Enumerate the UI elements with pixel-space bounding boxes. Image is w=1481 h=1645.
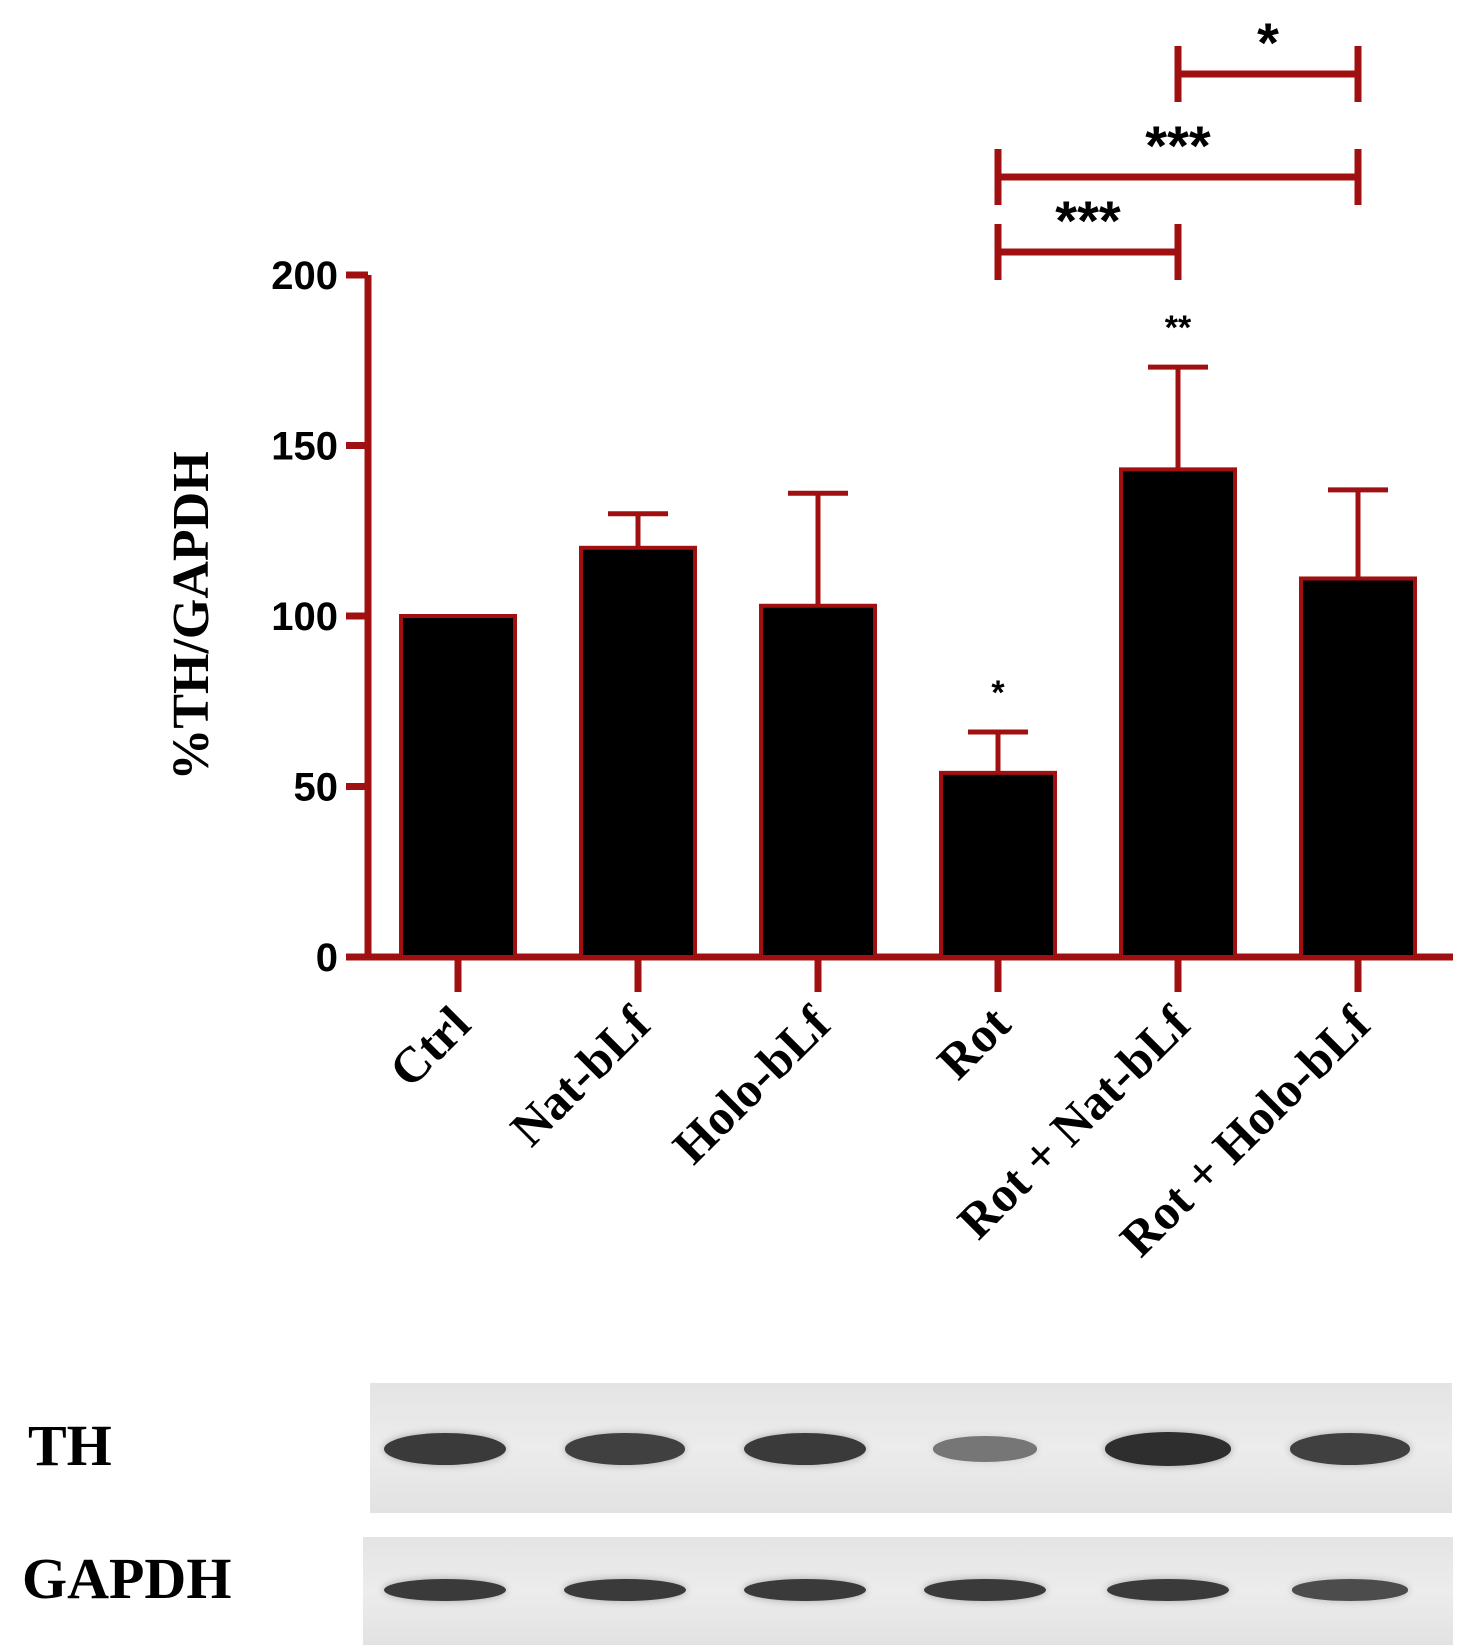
y-axis-label: %TH/GAPDH bbox=[163, 451, 220, 780]
blot-band-th bbox=[1289, 1433, 1411, 1465]
blot-band-gapdh bbox=[563, 1578, 687, 1602]
x-tick-label: Nat-bLf bbox=[499, 994, 661, 1156]
bar bbox=[399, 614, 517, 959]
bar bbox=[1119, 467, 1237, 959]
blot-label-th: TH bbox=[28, 1413, 112, 1478]
blot-panel-gapdh bbox=[363, 1537, 1453, 1645]
blot-label-gapdh: GAPDH bbox=[22, 1546, 232, 1611]
comparison-label: *** bbox=[1055, 189, 1121, 252]
blot-band-th bbox=[743, 1433, 867, 1465]
bar bbox=[939, 770, 1057, 959]
x-tick-label: Rot bbox=[926, 995, 1021, 1090]
blot-band-gapdh bbox=[1106, 1578, 1230, 1602]
significance-label: * bbox=[991, 674, 1005, 712]
bar-chart: 0 50 100 150 200 %TH/GAPDH Ctrl Nat-bLf Holo-bLf… bbox=[163, 11, 1453, 1267]
comparison-label: *** bbox=[1145, 114, 1211, 177]
blot-band-th bbox=[1104, 1432, 1232, 1466]
y-tick-label: 100 bbox=[271, 595, 338, 639]
y-tick-label: 50 bbox=[294, 766, 339, 810]
x-tick-label: Holo-bLf bbox=[662, 994, 842, 1174]
bar bbox=[579, 545, 697, 959]
blot-band-th bbox=[933, 1436, 1037, 1462]
blot-panel-th bbox=[370, 1383, 1452, 1513]
blot-band-gapdh bbox=[743, 1578, 867, 1602]
blot-band-gapdh bbox=[923, 1578, 1047, 1602]
blot-band-th bbox=[564, 1433, 686, 1465]
significance-label: ** bbox=[1165, 309, 1192, 347]
blot-band-gapdh bbox=[1291, 1579, 1409, 1601]
bar bbox=[1299, 576, 1417, 959]
y-tick-label: 150 bbox=[271, 425, 338, 469]
comparison-label: * bbox=[1257, 11, 1279, 74]
blot-band-th bbox=[383, 1433, 507, 1465]
blot-band-gapdh bbox=[383, 1578, 507, 1602]
y-tick-label: 200 bbox=[271, 254, 338, 298]
x-tick-label: Ctrl bbox=[378, 995, 480, 1097]
y-tick-label: 0 bbox=[316, 936, 338, 980]
bar bbox=[759, 603, 877, 960]
